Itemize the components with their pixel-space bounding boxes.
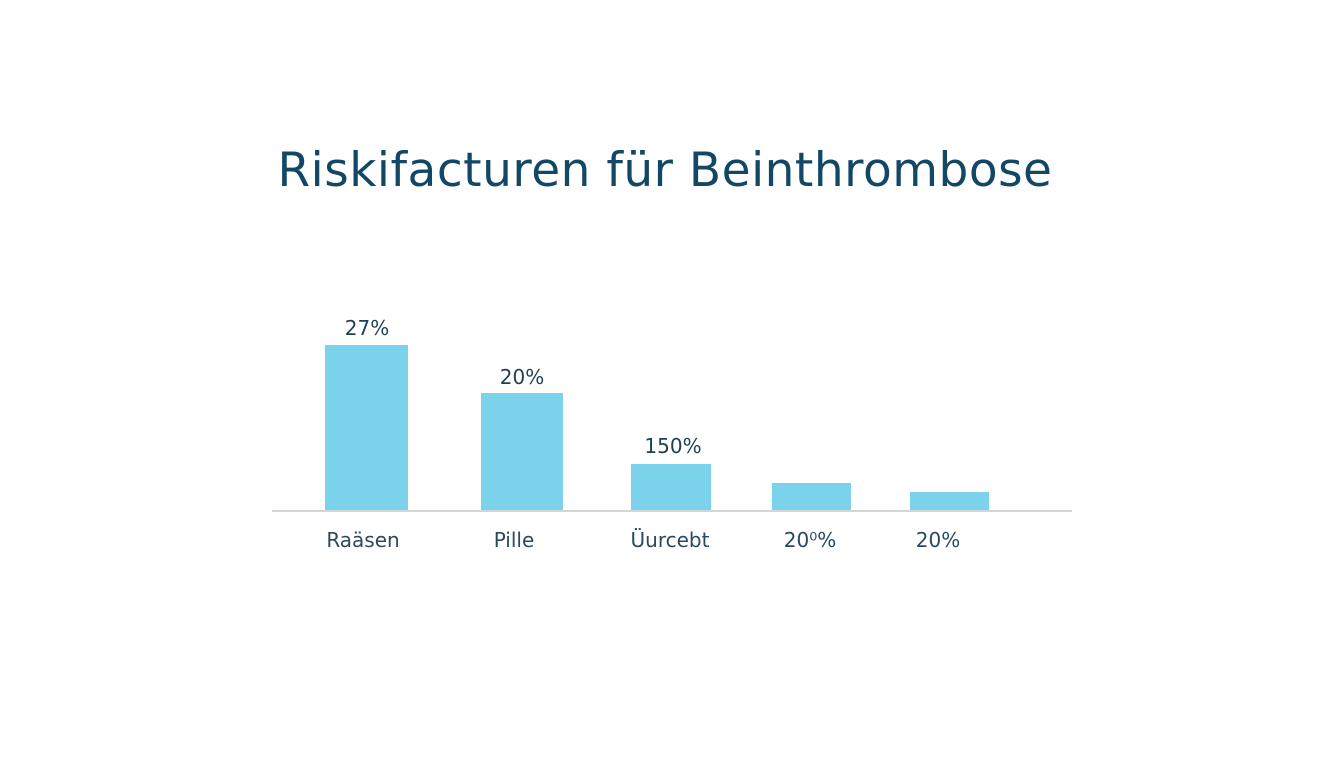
- bar-2: [481, 393, 563, 511]
- x-tick-label-1: Raäsen: [326, 528, 400, 552]
- x-tick-label-5: 20%: [915, 528, 961, 552]
- bar-2-value-label: 20%: [499, 365, 545, 389]
- x-axis-line: [272, 510, 1072, 512]
- x-tick-label-2: Pille: [493, 528, 535, 552]
- bar-3: [631, 464, 711, 511]
- bar-3-value-label: 150%: [644, 434, 702, 458]
- chart-title: Riskifacturen für Beinthrombose: [277, 143, 1053, 198]
- x-tick-label-4: 20⁰%: [783, 528, 837, 552]
- x-tick-label-3: Üurcebt: [630, 528, 710, 552]
- bar-1-value-label: 27%: [344, 316, 390, 340]
- bar-1: [325, 345, 408, 511]
- bar-4: [772, 483, 851, 511]
- bar-5: [910, 492, 989, 511]
